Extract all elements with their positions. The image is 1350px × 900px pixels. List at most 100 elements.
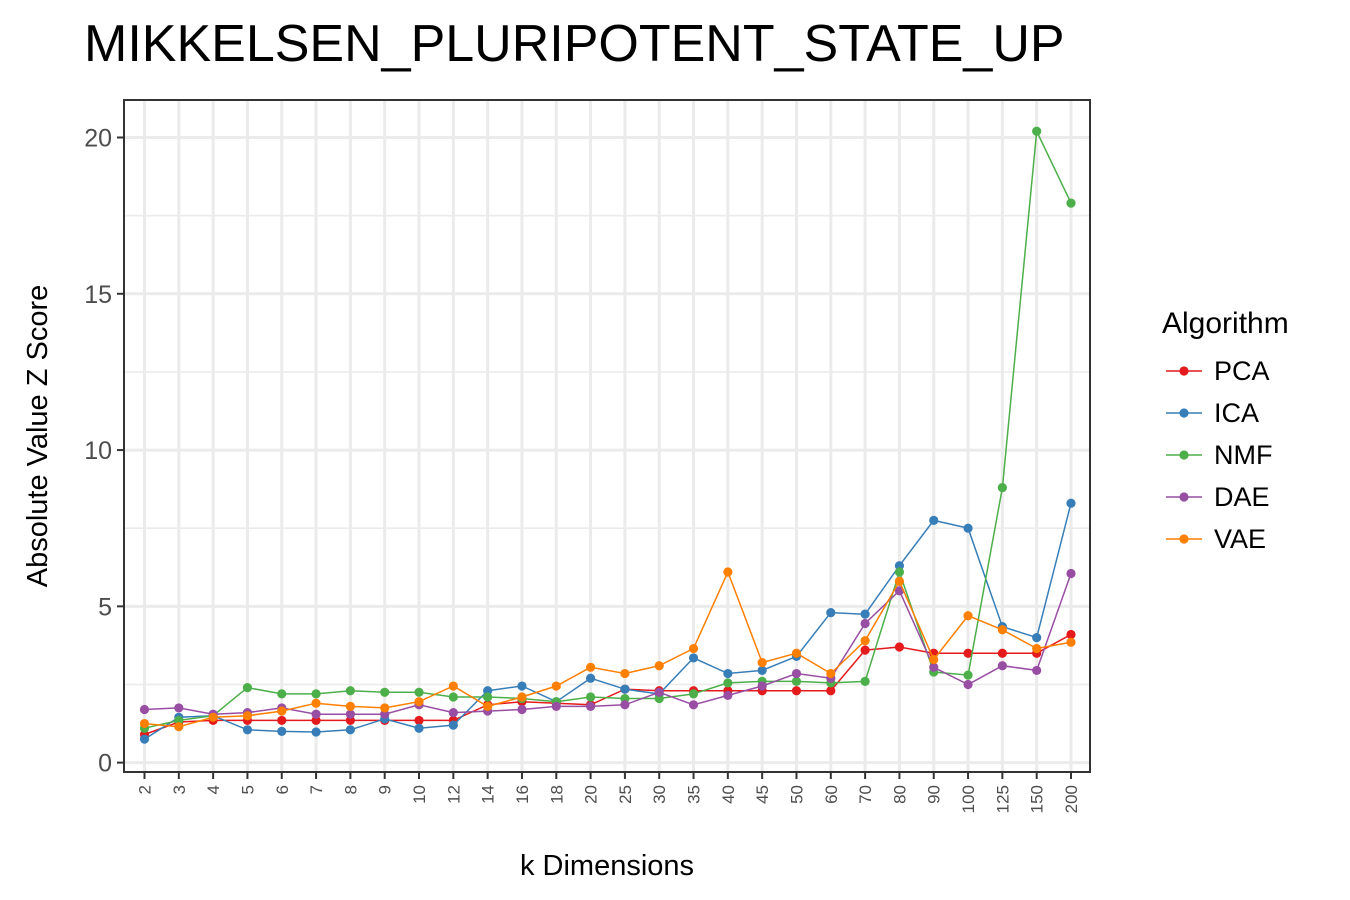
data-point-nmf (963, 670, 973, 680)
data-point-ica (585, 673, 596, 683)
data-point-nmf (311, 689, 321, 699)
data-point-pca (791, 686, 802, 696)
data-point-nmf (448, 692, 458, 702)
data-point-vae (997, 625, 1007, 635)
legend: Algorithm PCA ICA NMF DAE VAE (1162, 306, 1289, 560)
data-point-ica (345, 725, 355, 735)
x-tick-label: 35 (685, 785, 704, 804)
x-tick-label: 30 (650, 785, 669, 804)
legend-key-point (1179, 534, 1189, 544)
data-point-dae (860, 618, 870, 629)
data-point-dae (311, 709, 321, 719)
data-point-vae (139, 718, 150, 729)
x-tick-label: 12 (444, 785, 463, 804)
legend-key-ica (1166, 408, 1202, 418)
legend-key-point (1179, 408, 1189, 418)
data-point-vae (963, 611, 973, 621)
data-point-vae (688, 643, 699, 654)
data-point-vae (448, 681, 458, 691)
chart-title: MIKKELSEN_PLURIPOTENT_STATE_UP (84, 15, 1065, 73)
data-point-vae (242, 711, 253, 721)
legend-label-ica: ICA (1214, 397, 1260, 428)
y-tick-label: 10 (84, 437, 112, 465)
data-point-pca (414, 715, 424, 726)
x-tick-label: 80 (890, 785, 909, 804)
data-point-nmf (345, 686, 355, 696)
data-point-ica (826, 607, 836, 618)
y-axis-label: Absolute Value Z Score (22, 285, 54, 588)
data-point-dae (963, 679, 973, 690)
x-tick-label: 14 (479, 785, 498, 804)
data-point-vae (551, 681, 561, 691)
x-tick-label: 9 (376, 785, 395, 794)
legend-item-vae: VAE (1162, 518, 1289, 560)
data-point-pca (277, 715, 287, 726)
data-point-vae (826, 668, 836, 679)
data-point-ica (757, 665, 767, 676)
data-point-nmf (894, 567, 905, 577)
x-tick-label: 45 (753, 785, 772, 804)
x-tick-label: 7 (307, 785, 326, 794)
data-point-pca (894, 642, 905, 652)
data-point-dae (1032, 665, 1042, 676)
x-tick-label: 2 (136, 785, 155, 794)
data-point-nmf (688, 689, 699, 699)
data-point-ica (448, 720, 458, 730)
data-point-ica (963, 523, 973, 533)
data-point-vae (208, 712, 218, 722)
data-point-nmf (860, 676, 870, 686)
y-tick-label: 5 (98, 593, 112, 621)
legend-item-nmf: NMF (1162, 434, 1289, 476)
x-tick-label: 16 (513, 785, 532, 804)
data-point-vae (929, 654, 939, 665)
data-point-ica (688, 653, 699, 663)
series-line-ica (144, 503, 1072, 740)
x-tick-label: 10 (410, 785, 429, 804)
data-point-vae (483, 701, 493, 711)
legend-label-pca: PCA (1214, 355, 1270, 386)
x-tick-label: 4 (204, 785, 223, 794)
data-point-nmf (997, 482, 1007, 493)
data-point-dae (551, 701, 561, 711)
legend-key-vae (1166, 534, 1202, 544)
data-point-dae (757, 681, 767, 691)
legend-title: Algorithm (1162, 307, 1289, 340)
legend-key-nmf (1166, 450, 1202, 460)
data-point-vae (345, 701, 355, 711)
data-point-vae (1066, 637, 1076, 647)
data-point-dae (654, 687, 664, 697)
data-point-dae (448, 708, 458, 718)
data-point-ica (723, 668, 733, 679)
x-tick-label: 90 (925, 785, 944, 804)
data-point-nmf (1066, 198, 1076, 208)
x-tick-label: 40 (719, 785, 738, 804)
legend-label-vae: VAE (1214, 523, 1267, 554)
legend-items: PCA ICA NMF DAE VAE (1162, 350, 1289, 560)
data-point-dae (929, 662, 939, 672)
data-point-ica (277, 726, 287, 736)
data-point-pca (826, 686, 836, 696)
data-point-nmf (791, 676, 802, 686)
series-line-vae (144, 570, 1072, 728)
data-point-ica (414, 723, 424, 733)
data-point-nmf (483, 692, 493, 702)
data-point-dae (723, 690, 733, 701)
x-tick-label: 5 (238, 785, 257, 794)
data-point-vae (860, 636, 870, 646)
data-point-pca (997, 648, 1007, 658)
data-point-vae (174, 722, 184, 732)
x-tick-label: 150 (1028, 785, 1047, 813)
x-tick-label: 200 (1062, 785, 1081, 813)
data-point-dae (688, 700, 699, 710)
data-point-ica (620, 684, 630, 694)
data-point-dae (620, 700, 630, 710)
data-point-pca (1066, 629, 1076, 640)
data-point-vae (311, 698, 321, 708)
data-point-nmf (242, 683, 253, 693)
data-point-pca (860, 645, 870, 655)
data-point-ica (139, 734, 150, 744)
data-point-vae (517, 692, 527, 702)
data-point-vae (757, 658, 767, 668)
data-point-dae (791, 668, 802, 679)
data-point-vae (414, 697, 424, 707)
